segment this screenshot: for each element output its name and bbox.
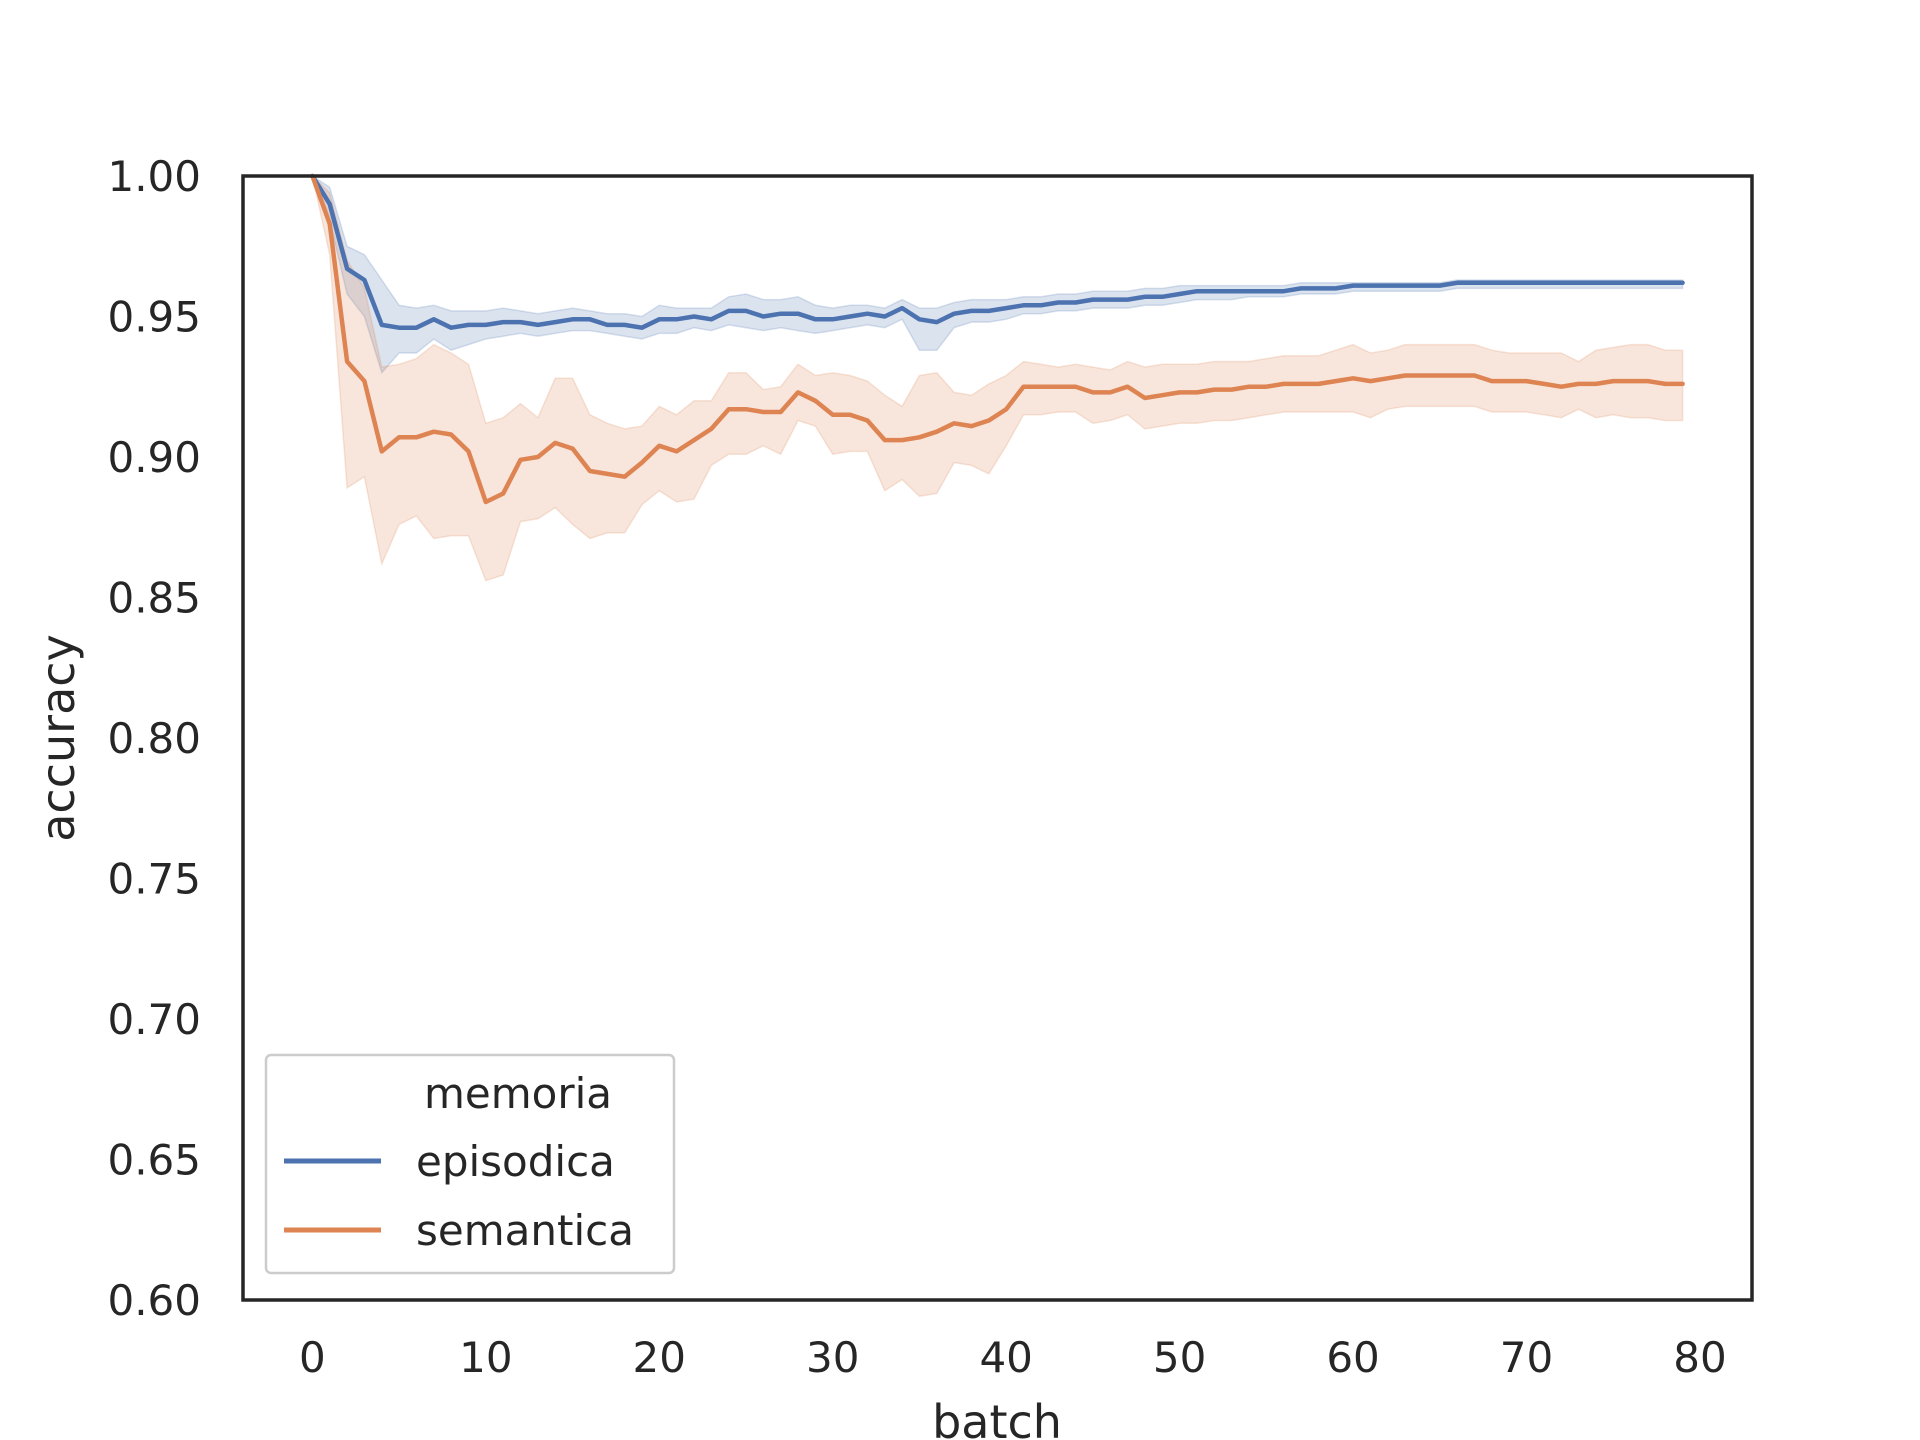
legend: memoria episodica semantica (264, 1053, 676, 1275)
x-tick-label: 80 (1673, 1333, 1726, 1382)
x-axis: 0 10 20 30 40 50 60 70 80 (299, 1333, 1727, 1382)
y-tick-label: 0.65 (107, 1136, 201, 1185)
legend-title: memoria (424, 1069, 612, 1118)
x-tick-label: 20 (633, 1333, 686, 1382)
x-tick-label: 60 (1326, 1333, 1379, 1382)
legend-label-episodica: episodica (416, 1137, 615, 1186)
y-tick-label: 0.80 (107, 714, 201, 763)
series-line-semantica (310, 173, 1685, 505)
x-tick-label: 0 (299, 1333, 326, 1382)
y-axis-label: accuracy (31, 634, 85, 842)
legend-label-semantica: semantica (416, 1206, 634, 1255)
y-tick-label: 0.90 (107, 433, 201, 482)
y-tick-label: 0.70 (107, 995, 201, 1044)
y-tick-label: 0.60 (107, 1276, 201, 1325)
y-tick-label: 0.85 (107, 574, 201, 623)
x-tick-label: 70 (1500, 1333, 1553, 1382)
y-tick-label: 0.95 (107, 293, 201, 342)
x-tick-label: 10 (459, 1333, 512, 1382)
plot-frame (241, 174, 1754, 1302)
y-tick-label: 0.75 (107, 855, 201, 904)
legend-box (264, 1053, 676, 1275)
x-axis-label: batch (932, 1395, 1062, 1440)
series-line-episodica (310, 173, 1685, 330)
x-tick-label: 40 (979, 1333, 1032, 1382)
series-lines (310, 173, 1685, 505)
x-tick-label: 30 (806, 1333, 859, 1382)
x-tick-label: 50 (1153, 1333, 1206, 1382)
y-axis: 0.60 0.65 0.70 0.75 0.80 0.85 0.90 0.95 1.00 (107, 152, 201, 1325)
y-tick-label: 1.00 (107, 152, 201, 201)
